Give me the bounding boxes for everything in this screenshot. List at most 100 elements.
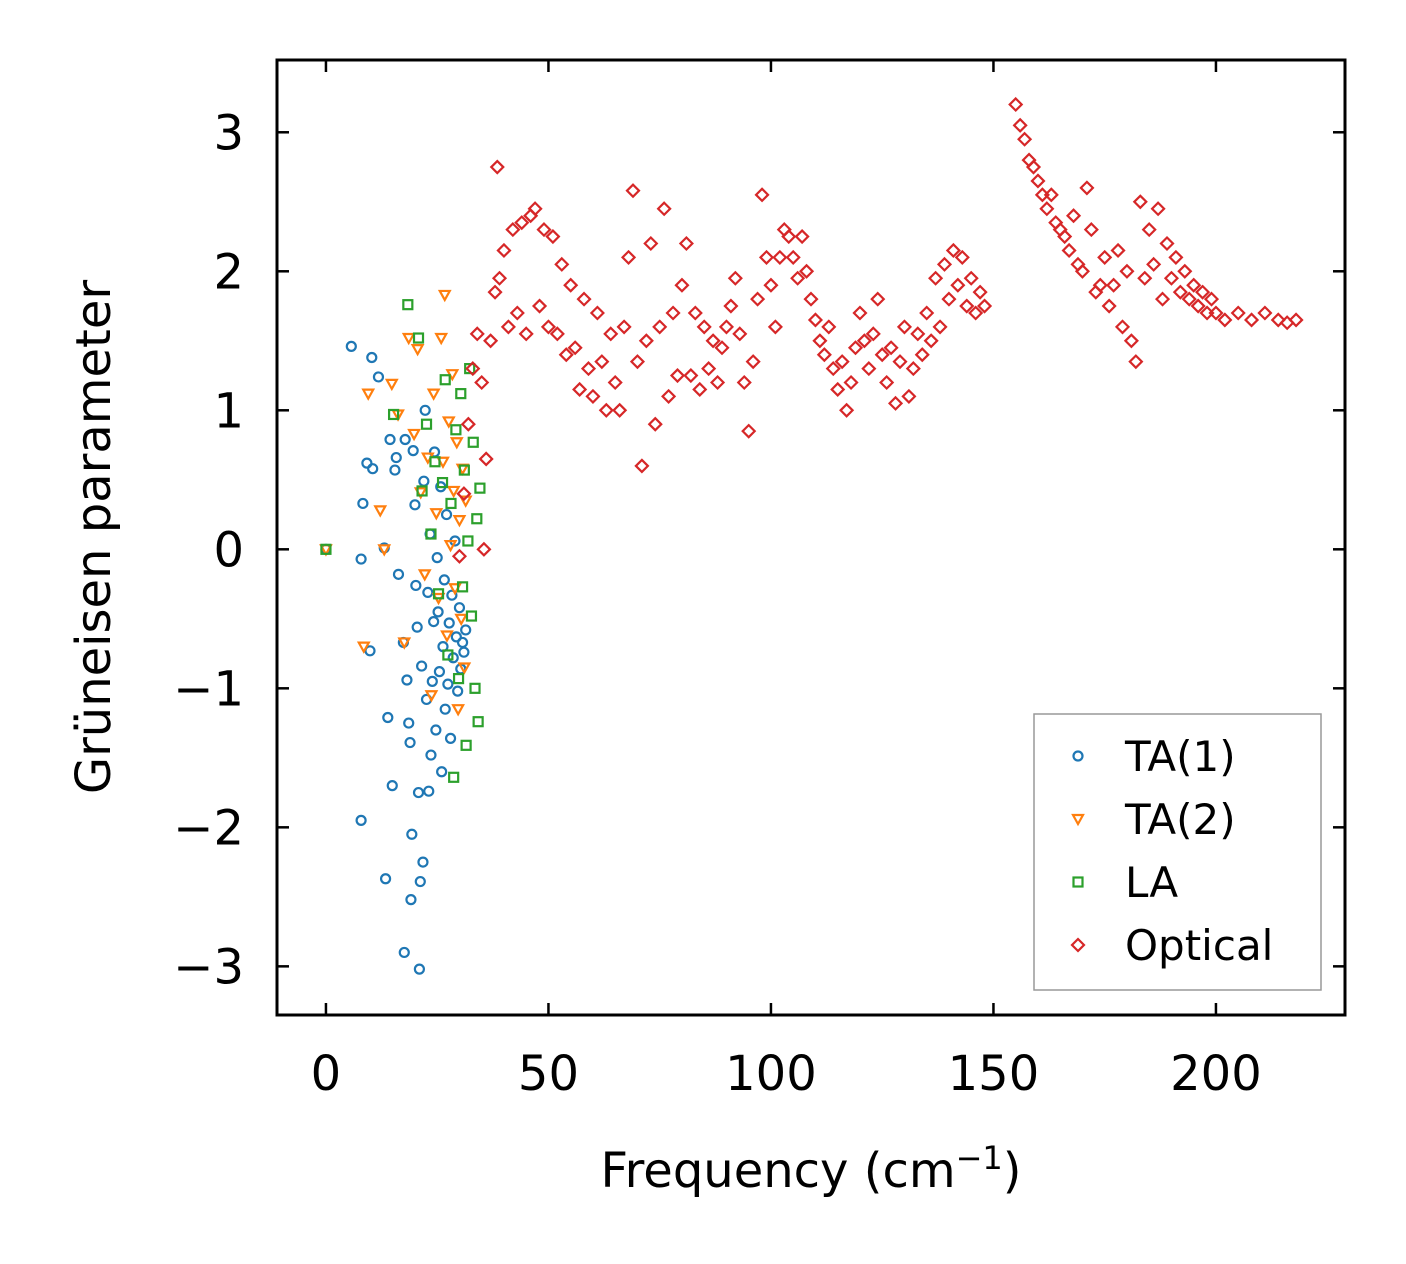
data-point (478, 451, 494, 467)
data-point (384, 378, 399, 392)
data-point (919, 305, 935, 321)
data-point (361, 457, 373, 469)
data-point (452, 515, 467, 528)
data-point (440, 508, 453, 521)
data-point (444, 732, 457, 744)
data-point (1097, 249, 1113, 265)
data-point (1181, 291, 1197, 307)
data-point (1177, 263, 1193, 279)
axis-ticks: 0 50 100 150 200 −3 −2 −1 0 1 2 3 (173, 60, 1345, 1102)
x-tick-label: 200 (1170, 1046, 1262, 1102)
data-point (355, 553, 367, 565)
data-point (505, 222, 521, 238)
data-points (319, 96, 1304, 975)
data-point (972, 284, 988, 300)
data-point (409, 499, 421, 511)
data-point (901, 388, 917, 404)
data-point (879, 374, 895, 391)
data-point (446, 485, 461, 499)
data-point (687, 305, 703, 321)
data-point (407, 428, 421, 442)
data-point (453, 602, 466, 614)
data-point (1168, 249, 1184, 265)
data-point (452, 672, 465, 685)
data-point (1110, 242, 1126, 258)
data-point (1203, 291, 1220, 307)
data-point (430, 724, 442, 736)
data-point (366, 351, 378, 364)
data-point (696, 319, 712, 335)
data-point (1230, 305, 1246, 321)
data-point (549, 326, 565, 342)
plot-frame (275, 58, 1347, 1017)
x-tick-label: 0 (311, 1046, 342, 1102)
data-point (1101, 298, 1117, 314)
data-point (355, 814, 367, 826)
data-point (790, 270, 806, 286)
data-point (736, 374, 752, 391)
data-point (567, 340, 583, 356)
data-point (401, 674, 413, 686)
data-point (625, 183, 641, 199)
legend-marker (1072, 750, 1084, 762)
data-point (531, 298, 548, 314)
data-point (487, 284, 503, 300)
data-point (874, 347, 890, 363)
y-tick-label: 2 (213, 244, 244, 300)
data-point (1008, 96, 1024, 113)
data-point (357, 497, 369, 510)
data-point (856, 333, 872, 349)
data-point (772, 249, 788, 265)
data-point (652, 319, 668, 335)
x-tick-label: 50 (518, 1046, 579, 1102)
data-point (830, 381, 846, 398)
data-point (422, 586, 434, 599)
data-point (692, 381, 708, 398)
data-point (465, 361, 481, 377)
data-point (412, 786, 425, 799)
data-point (462, 535, 474, 547)
data-point (834, 354, 850, 370)
data-point (572, 381, 588, 398)
data-point (1106, 277, 1122, 293)
data-point (683, 367, 699, 384)
data-point (1114, 319, 1131, 335)
data-point (1217, 312, 1233, 328)
data-point (1146, 256, 1162, 272)
data-point (1039, 201, 1055, 217)
data-point (598, 402, 614, 418)
data-point (656, 201, 672, 217)
data-point (443, 617, 455, 629)
data-point (540, 319, 557, 335)
data-point (384, 433, 396, 446)
legend-marker (1070, 937, 1086, 953)
data-point (914, 347, 930, 363)
data-point (436, 476, 449, 489)
data-point (585, 388, 601, 404)
data-point (416, 485, 428, 497)
data-point (669, 367, 686, 384)
data-point (446, 589, 458, 601)
legend-label: TA(2) (1124, 795, 1236, 844)
data-point (1150, 201, 1166, 217)
data-point (440, 630, 454, 643)
data-point (1257, 305, 1273, 321)
data-point (455, 388, 467, 400)
data-point (959, 298, 975, 314)
data-point (399, 433, 411, 446)
data-point (954, 249, 970, 265)
data-point (594, 354, 610, 370)
data-point (558, 347, 574, 363)
data-point (750, 291, 766, 307)
data-point (1119, 263, 1135, 279)
x-tick-label: 100 (725, 1046, 817, 1102)
data-point (1270, 312, 1286, 328)
data-point (442, 678, 454, 690)
data-point (423, 785, 435, 797)
data-point (1243, 312, 1260, 328)
data-point (431, 552, 443, 564)
data-point (678, 235, 694, 252)
data-point (1190, 298, 1206, 314)
legend-item: TA(2) (1071, 795, 1236, 844)
data-point (647, 416, 663, 432)
